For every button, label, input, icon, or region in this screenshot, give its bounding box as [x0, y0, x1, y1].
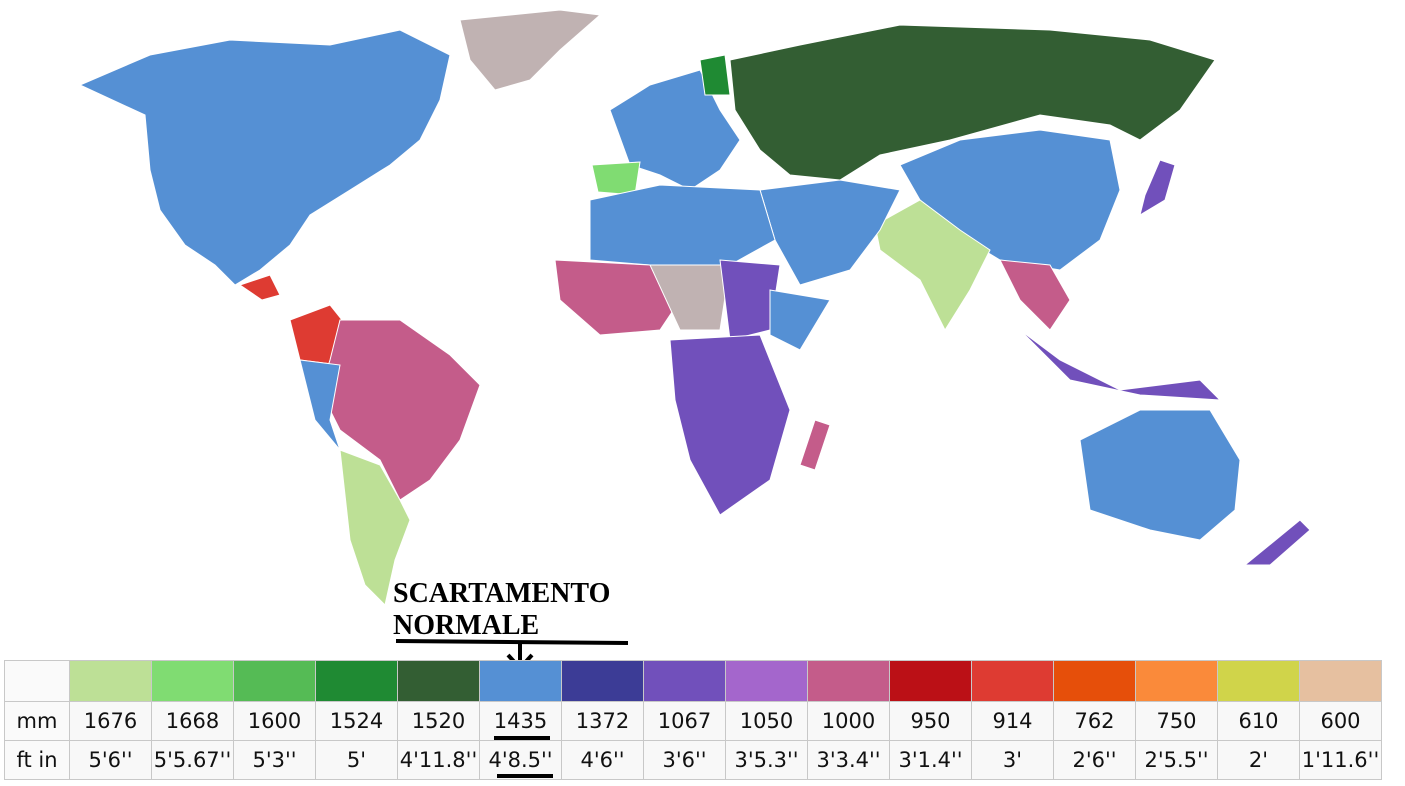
- greenland: [459, 9, 602, 91]
- gauge-mm: 1676: [69, 701, 152, 741]
- gauge-mm: 1524: [315, 701, 398, 741]
- gauge-ft-in: 1'11.6'': [1299, 740, 1382, 780]
- gauge-mm: 914: [971, 701, 1054, 741]
- gauge-legend: mm 1676 1668 1600 1524 1520 1435 1372 1067 1050 10…: [4, 660, 1382, 780]
- color-swatch: [1135, 660, 1218, 702]
- gauge-ft-in: 4'11.8'': [397, 740, 480, 780]
- gauge-mm: 1435: [479, 701, 562, 741]
- pointer-arrowhead: [506, 653, 534, 660]
- corner: [4, 660, 70, 702]
- world-map: [78, 9, 1311, 660]
- color-swatch: [1299, 660, 1382, 702]
- gauge-mm: 1372: [561, 701, 644, 741]
- india: [874, 199, 991, 332]
- horn: [769, 289, 831, 351]
- gauge-ft-in: 5'3'': [233, 740, 316, 780]
- north-africa: [589, 184, 776, 266]
- color-swatch: [233, 660, 316, 702]
- gauge-ft-in: 5'6'': [69, 740, 152, 780]
- sahel: [649, 264, 731, 331]
- gauge-ft-in: 3'1.4'': [889, 740, 972, 780]
- gauge-ft-in: 2'5.5'': [1135, 740, 1218, 780]
- gauge-mm: 762: [1053, 701, 1136, 741]
- russia: [729, 24, 1216, 181]
- australia: [1079, 409, 1241, 541]
- middle-east: [759, 179, 901, 286]
- se-asia: [999, 259, 1071, 331]
- color-swatch: [561, 660, 644, 702]
- gauge-ft-in: 3': [971, 740, 1054, 780]
- gauge-ft-in: 3'3.4'': [807, 740, 890, 780]
- iberia: [591, 161, 641, 196]
- europe: [609, 69, 741, 191]
- pointer-line: [395, 639, 629, 645]
- gauge-mm: 1520: [397, 701, 480, 741]
- color-swatch: [1217, 660, 1300, 702]
- gauge-ft-in: 2'6'': [1053, 740, 1136, 780]
- gauge-ft-in: 5': [315, 740, 398, 780]
- gauge-ft-in: 3'5.3'': [725, 740, 808, 780]
- gauge-ft-in: 2': [1217, 740, 1300, 780]
- gauge-ft-in: 4'8.5'': [479, 740, 562, 780]
- finland: [699, 54, 731, 96]
- row-label: mm: [4, 701, 70, 741]
- indonesia: [1019, 329, 1222, 401]
- swatch-row: [4, 660, 1382, 702]
- color-swatch: [807, 660, 890, 702]
- japan: [1139, 159, 1176, 217]
- color-swatch: [315, 660, 398, 702]
- gauge-mm: 1668: [151, 701, 234, 741]
- gauge-mm: 1600: [233, 701, 316, 741]
- gauge-ft-in: 4'6'': [561, 740, 644, 780]
- gauge-mm: 950: [889, 701, 972, 741]
- gauge-mm: 1067: [643, 701, 726, 741]
- ft_in-row: ft in 5'6'' 5'5.67'' 5'3'' 5' 4'11.8'' 4'8.5''…: [4, 740, 1382, 780]
- gauge-mm: 1000: [807, 701, 890, 741]
- gauge-mm: 750: [1135, 701, 1218, 741]
- color-swatch: [479, 660, 562, 702]
- peru: [299, 359, 341, 451]
- madagascar: [799, 419, 831, 471]
- mm-row: mm 1676 1668 1600 1524 1520 1435 1372 1067 1050 10…: [4, 701, 1382, 741]
- new-zealand: [1243, 519, 1311, 566]
- gauge-ft-in: 3'6'': [643, 740, 726, 780]
- gauge-mm: 600: [1299, 701, 1382, 741]
- color-swatch: [151, 660, 234, 702]
- color-swatch: [643, 660, 726, 702]
- color-swatch: [725, 660, 808, 702]
- color-swatch: [397, 660, 480, 702]
- row-label: ft in: [4, 740, 70, 780]
- color-swatch: [889, 660, 972, 702]
- gauge-ft-in: 5'5.67'': [151, 740, 234, 780]
- color-swatch: [69, 660, 152, 702]
- north-america: [78, 29, 451, 286]
- argentina: [339, 449, 411, 606]
- color-swatch: [1053, 660, 1136, 702]
- central-america: [238, 274, 281, 301]
- color-swatch: [971, 660, 1054, 702]
- southern-africa: [669, 334, 791, 516]
- gauge-mm: 1050: [725, 701, 808, 741]
- annotation: SCARTAMENTO NORMALE: [393, 578, 611, 641]
- gauge-mm: 610: [1217, 701, 1300, 741]
